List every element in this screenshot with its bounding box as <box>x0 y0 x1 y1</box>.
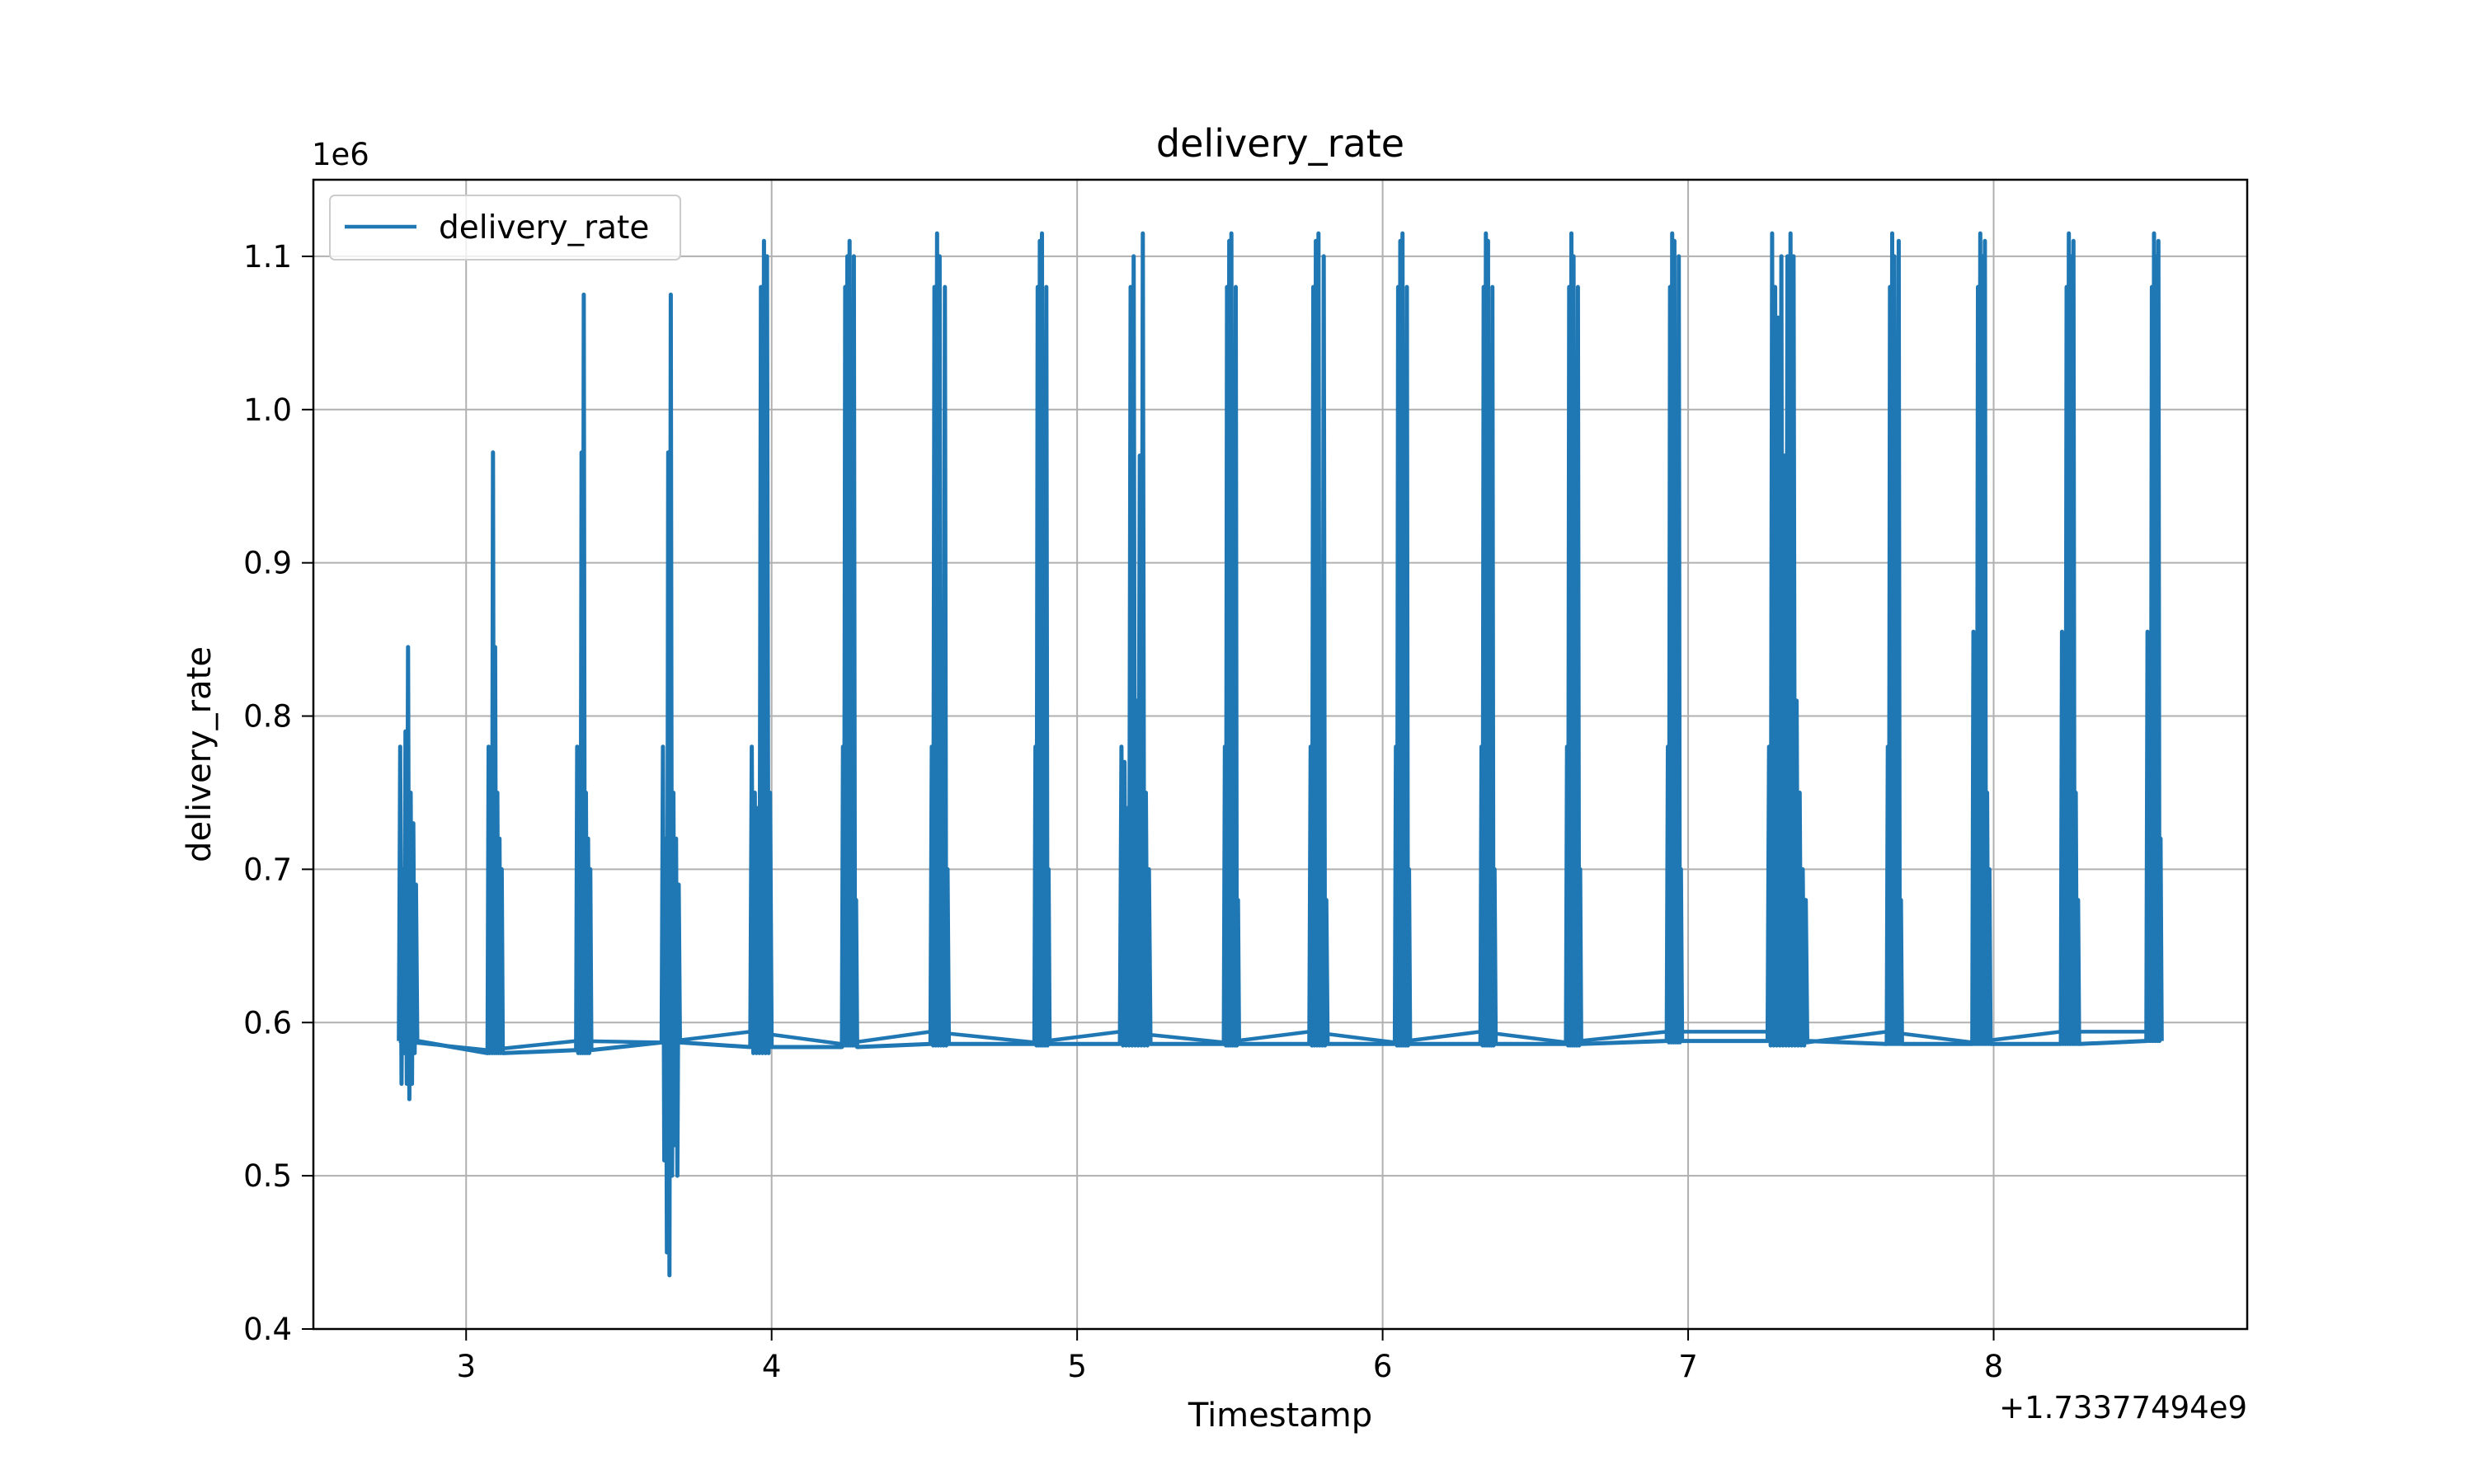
y-tick-label: 1.0 <box>243 392 292 428</box>
y-tick-label: 0.6 <box>243 1005 292 1040</box>
x-tick-label: 4 <box>762 1349 782 1384</box>
x-axis-label: Timestamp <box>1188 1397 1372 1435</box>
y-tick-label: 0.9 <box>243 546 292 581</box>
x-tick-label: 6 <box>1373 1349 1393 1384</box>
axes-frame <box>312 178 2249 1331</box>
series-line-baseline <box>398 1030 2162 1052</box>
y-tick-label: 0.5 <box>243 1158 292 1194</box>
x-tick-label: 5 <box>1067 1349 1087 1384</box>
legend-box <box>329 195 681 261</box>
series-layer <box>397 231 2164 1278</box>
grid-layer <box>313 180 2247 1330</box>
y-scale-label: 1e6 <box>312 137 369 172</box>
chart-title: delivery_rate <box>1156 121 1404 166</box>
series-line-spikes <box>397 231 2164 1278</box>
y-tick-label: 0.8 <box>243 699 292 735</box>
y-tick-label: 1.1 <box>243 239 292 275</box>
x-offset-label: +1.73377494e9 <box>1999 1390 2247 1425</box>
x-tick-label: 7 <box>1678 1349 1698 1384</box>
y-axis-label: delivery_rate <box>181 646 219 862</box>
ticks-layer: 3 4 5 6 7 8 0.4 0.5 0.6 0.7 0.8 0.9 1.0 1.1 <box>243 239 2003 1384</box>
x-tick-label: 8 <box>1984 1349 2004 1384</box>
legend: delivery_rate <box>329 195 681 261</box>
y-tick-label: 0.4 <box>243 1312 292 1347</box>
legend-label: delivery_rate <box>439 209 649 247</box>
y-tick-label: 0.7 <box>243 852 292 887</box>
x-tick-label: 3 <box>456 1349 476 1384</box>
